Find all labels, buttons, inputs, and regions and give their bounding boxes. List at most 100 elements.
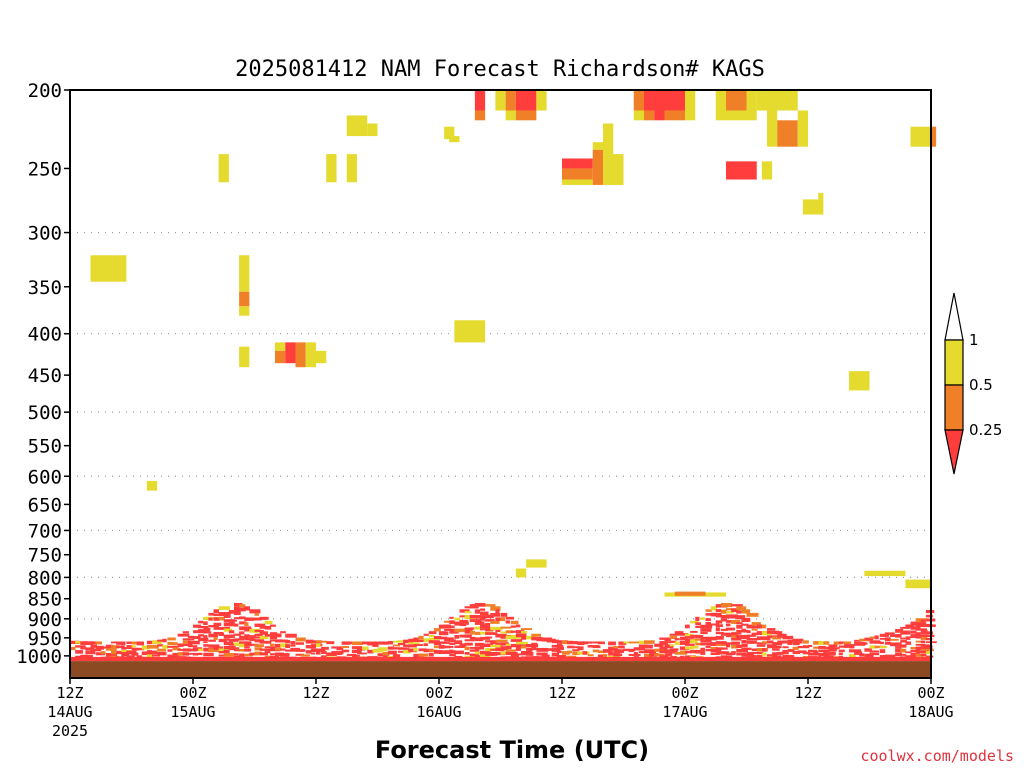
- ri-streak: [777, 640, 784, 644]
- ri-streak: [259, 616, 269, 620]
- ri-streak: [377, 647, 388, 652]
- ri-streak: [187, 648, 198, 652]
- ri-streak: [900, 644, 907, 648]
- ri-streak: [480, 628, 488, 631]
- ri-streak: [485, 604, 496, 607]
- ri-streak: [802, 645, 809, 648]
- ri-streak: [167, 645, 179, 648]
- ri-streak: [269, 636, 278, 640]
- ri-streak: [808, 644, 813, 648]
- ri-surface-layer: [392, 656, 399, 662]
- ri-streak: [439, 631, 446, 636]
- ri-cell: [644, 110, 655, 121]
- ri-streak: [654, 653, 664, 657]
- ri-streak: [685, 636, 695, 639]
- ri-streak: [218, 611, 231, 615]
- ri-streak: [900, 640, 907, 643]
- ri-streak: [582, 641, 589, 645]
- ri-cell: [146, 480, 158, 491]
- ri-streak: [408, 644, 417, 648]
- ri-streak: [111, 655, 119, 658]
- ri-surface-layer: [485, 656, 491, 662]
- ri-streak: [505, 643, 511, 646]
- ri-streak: [454, 634, 460, 639]
- ri-streak: [264, 625, 272, 630]
- ri-streak: [669, 640, 677, 643]
- ri-surface-layer: [541, 656, 548, 662]
- ri-streak: [690, 646, 699, 649]
- ri-streak: [85, 650, 96, 655]
- ri-cell: [295, 342, 306, 368]
- ri-streak: [152, 640, 162, 644]
- ri-streak: [131, 641, 142, 645]
- ri-surface-layer: [767, 656, 773, 662]
- ri-streak: [203, 631, 212, 634]
- ri-streak: [746, 624, 756, 629]
- ri-surface-layer: [208, 656, 214, 662]
- ri-streak: [208, 648, 220, 653]
- ri-surface-layer: [167, 656, 173, 662]
- ri-streak: [280, 643, 288, 648]
- x-tick-label: 00Z: [425, 684, 452, 702]
- ri-streak: [895, 646, 902, 649]
- ri-streak: [895, 652, 902, 657]
- ri-surface-layer: [439, 656, 445, 662]
- ri-streak: [767, 640, 774, 644]
- ri-surface-layer: [351, 656, 358, 662]
- ri-streak: [223, 653, 235, 657]
- ri-streak: [182, 652, 190, 656]
- ri-streak: [515, 633, 527, 638]
- x-tick-label: 12Z: [302, 684, 329, 702]
- ri-streak: [669, 635, 677, 640]
- ri-streak: [100, 651, 106, 655]
- ri-streak: [869, 652, 880, 656]
- ri-streak: [249, 638, 256, 641]
- ri-streak: [193, 653, 199, 656]
- ri-surface-layer: [741, 656, 747, 662]
- ri-streak: [464, 642, 473, 646]
- ri-streak: [556, 644, 563, 647]
- ri-surface-layer: [649, 656, 655, 662]
- ri-surface-layer: [346, 656, 353, 662]
- ri-cell: [603, 154, 624, 185]
- ri-streak: [597, 650, 606, 654]
- ri-streak: [198, 648, 204, 652]
- ri-streak: [254, 639, 265, 643]
- ri-streak: [674, 631, 684, 636]
- ri-streak: [597, 654, 604, 658]
- ri-surface-layer: [797, 656, 804, 662]
- ri-streak: [910, 634, 921, 638]
- ri-streak: [710, 642, 723, 646]
- ri-streak: [285, 640, 291, 644]
- ri-streak: [910, 626, 921, 630]
- ri-streak: [264, 620, 273, 625]
- ri-streak: [285, 653, 290, 657]
- ri-streak: [705, 618, 711, 621]
- ri-streak: [674, 638, 680, 641]
- ri-streak: [418, 635, 424, 640]
- ri-streak: [208, 625, 220, 628]
- ri-streak: [592, 641, 603, 644]
- ri-streak: [490, 620, 500, 624]
- ri-cell: [905, 579, 931, 589]
- ri-streak: [731, 632, 742, 635]
- ri-streak: [920, 629, 928, 635]
- ri-streak: [485, 636, 493, 639]
- ri-streak: [772, 636, 782, 640]
- x-axis-label: Forecast Time (UTC): [375, 736, 649, 764]
- ri-streak: [715, 609, 722, 612]
- ri-streak: [818, 649, 826, 653]
- ri-cell: [474, 110, 486, 121]
- ri-streak: [485, 619, 495, 622]
- ri-streak: [167, 654, 180, 659]
- ri-streak: [731, 644, 738, 649]
- ri-cell: [726, 110, 747, 121]
- ri-streak: [869, 636, 879, 639]
- ri-streak: [413, 647, 418, 652]
- ri-streak: [146, 640, 157, 645]
- ri-streak: [900, 630, 911, 635]
- ri-streak: [879, 637, 886, 640]
- ri-streak: [382, 655, 390, 658]
- ri-streak: [505, 620, 510, 624]
- ri-surface-layer: [290, 656, 296, 662]
